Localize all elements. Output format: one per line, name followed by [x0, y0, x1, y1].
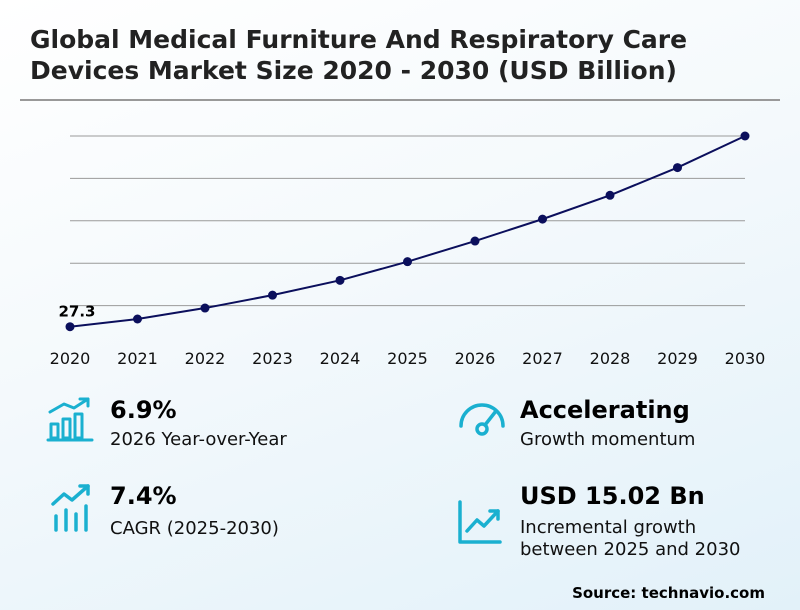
- chart-title: Global Medical Furniture And Respiratory…: [30, 25, 688, 85]
- kpi-cagr-value: 7.4%: [110, 482, 177, 510]
- x-tick-label: 2021: [117, 349, 158, 368]
- x-tick-label: 2030: [725, 349, 766, 368]
- line-chart-icon: [458, 500, 502, 544]
- series-line: [69, 135, 746, 328]
- chart-labels: 2020 2021 2022 2023 2024 2025 2026 2027 2028 2029…: [50, 303, 766, 368]
- data-point: [268, 290, 277, 300]
- x-tick-label: 2024: [320, 349, 361, 368]
- x-tick-label: 2022: [185, 349, 226, 368]
- bar-chart-growth-icon: [46, 397, 94, 442]
- data-point: [605, 190, 615, 200]
- trend-bars-icon: [51, 484, 90, 532]
- data-point: [200, 303, 210, 313]
- kpi-cagr: 7.4% CAGR (2025-2030): [50, 482, 380, 542]
- data-point: [335, 275, 345, 285]
- kpi-momentum-value: Accelerating: [520, 396, 690, 424]
- data-point: [538, 214, 547, 224]
- kpi-incremental-label-1: Incremental growth: [520, 517, 697, 538]
- title-divider: [20, 99, 780, 101]
- x-tick-label: 2027: [522, 349, 563, 368]
- source-credit: Source: technavio.com: [572, 584, 765, 602]
- kpi-incremental: USD 15.02 Bn Incremental growth between …: [456, 482, 786, 564]
- speedometer-icon: [459, 403, 505, 436]
- data-label: 27.3: [58, 303, 95, 321]
- data-point: [673, 163, 682, 173]
- x-tick-label: 2028: [590, 349, 631, 368]
- kpi-incremental-label-2: between 2025 and 2030: [520, 539, 741, 560]
- kpi-momentum-label: Growth momentum: [520, 429, 696, 450]
- chart-series: [65, 131, 750, 332]
- kpi-incremental-value: USD 15.02 Bn: [520, 482, 705, 510]
- kpi-yoy-value: 6.9%: [110, 396, 177, 424]
- x-tick-label: 2029: [657, 349, 698, 368]
- kpi-yoy-label: 2026 Year-over-Year: [110, 429, 287, 450]
- x-tick-label: 2026: [455, 349, 496, 368]
- data-point: [470, 236, 480, 246]
- data-point: [403, 257, 412, 267]
- data-point: [740, 131, 750, 141]
- data-point: [65, 322, 75, 332]
- chart-gridlines: [70, 135, 745, 307]
- kpi-cagr-label: CAGR (2025-2030): [110, 518, 279, 539]
- data-point: [133, 314, 142, 324]
- line-chart: 2020 2021 2022 2023 2024 2025 2026 2027 2028 2029…: [50, 131, 766, 368]
- kpi-momentum: Accelerating Growth momentum: [456, 396, 776, 456]
- x-tick-label: 2025: [387, 349, 428, 368]
- x-tick-label: 2023: [252, 349, 293, 368]
- x-tick-label: 2020: [50, 349, 91, 368]
- kpi-yoy: 6.9% 2026 Year-over-Year: [46, 396, 376, 456]
